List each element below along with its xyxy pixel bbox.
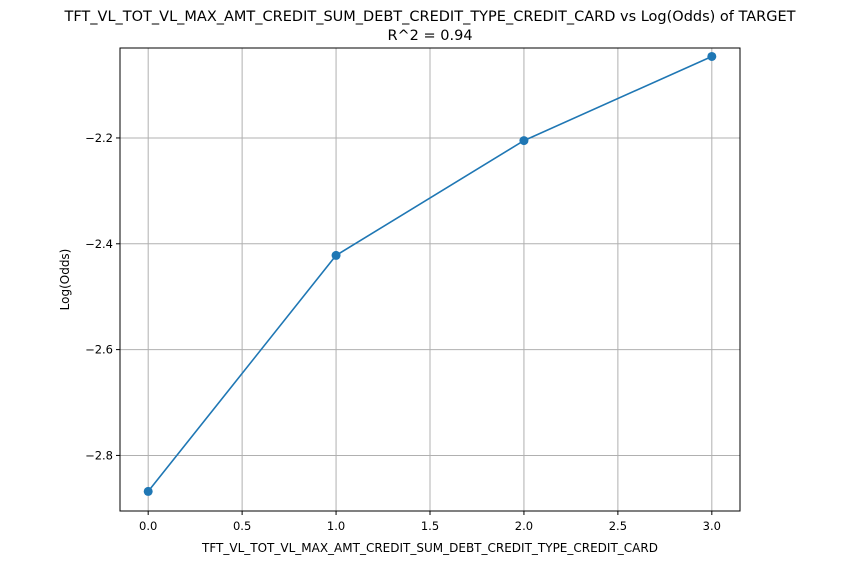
y-axis-label: Log(Odds)	[58, 249, 72, 311]
chart-subtitle: R^2 = 0.94	[387, 28, 472, 44]
x-axis-ticks: 0.0 0.5 1.0 1.5 2.0 2.5 3.0	[139, 511, 721, 533]
series-line	[147, 55, 713, 492]
y-tick-label: −2.6	[85, 343, 113, 357]
y-axis-ticks: −2.8 −2.6 −2.4 −2.2	[85, 131, 120, 462]
y-tick-label: −2.2	[85, 131, 113, 145]
x-tick-label: 2.0	[515, 519, 533, 533]
x-axis-label: TFT_VL_TOT_VL_MAX_AMT_CREDIT_SUM_DEBT_CR…	[201, 541, 658, 555]
data-point	[707, 51, 717, 61]
chart-title: TFT_VL_TOT_VL_MAX_AMT_CREDIT_SUM_DEBT_CR…	[63, 9, 795, 25]
x-tick-label: 1.0	[327, 519, 345, 533]
plot-area-frame	[119, 47, 741, 512]
y-tick-label: −2.4	[85, 237, 113, 251]
x-tick-label: 0.0	[139, 519, 157, 533]
series-group	[143, 51, 717, 496]
grid-lines	[120, 48, 740, 511]
x-tick-label: 3.0	[703, 519, 721, 533]
y-tick-label: −2.8	[85, 448, 113, 462]
x-tick-label: 2.5	[609, 519, 627, 533]
data-point	[519, 136, 529, 146]
x-tick-label: 0.5	[233, 519, 251, 533]
data-point	[331, 250, 341, 260]
x-tick-label: 1.5	[421, 519, 439, 533]
data-point	[143, 486, 153, 496]
